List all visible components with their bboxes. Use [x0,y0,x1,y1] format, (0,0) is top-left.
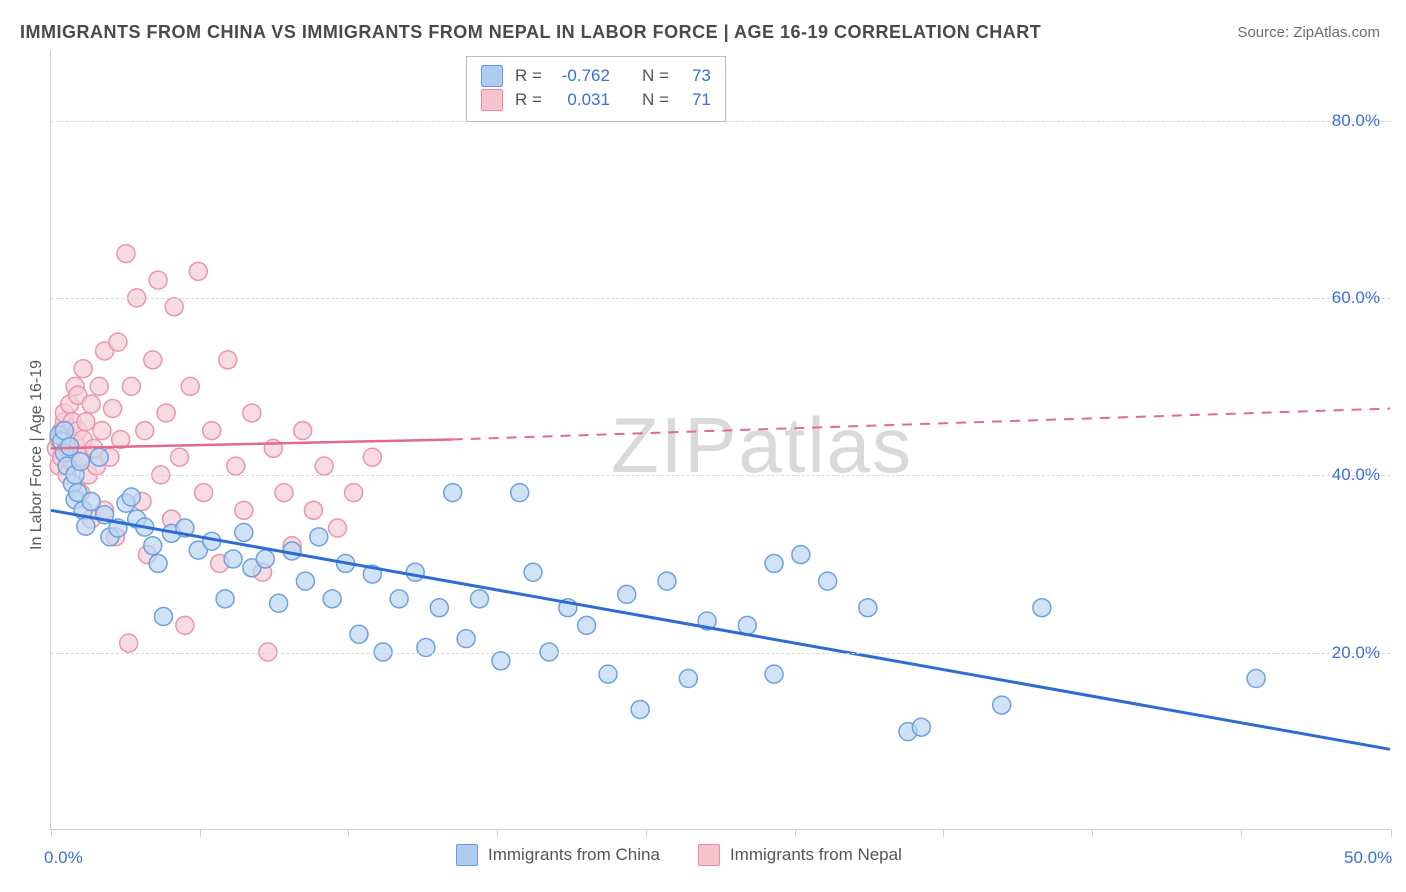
legend-correlation: R = -0.762 N = 73 R = 0.031 N = 71 [466,56,726,122]
source-label: Source: ZipAtlas.com [1237,24,1380,41]
plot-area: ZIPatlas 20.0%40.0%60.0%80.0% [50,50,1390,830]
series-label-nepal: Immigrants from Nepal [730,845,902,865]
r-value-china: -0.762 [554,66,610,86]
swatch-china-bottom [456,844,478,866]
r-label: R = [515,66,542,86]
y-tick-label: 60.0% [1332,288,1380,308]
x-axis-max-label: 50.0% [1344,848,1392,868]
swatch-china [481,65,503,87]
x-tick [51,829,52,837]
gridline [51,298,1390,299]
y-tick-label: 40.0% [1332,465,1380,485]
x-tick [646,829,647,837]
x-tick [1241,829,1242,837]
x-tick [497,829,498,837]
x-tick [1391,829,1392,837]
legend-series: Immigrants from China Immigrants from Ne… [456,844,902,866]
x-tick [795,829,796,837]
swatch-nepal [481,89,503,111]
x-tick [1092,829,1093,837]
n-value-nepal: 71 [681,90,711,110]
series-label-china: Immigrants from China [488,845,660,865]
gridline [51,475,1390,476]
x-tick [348,829,349,837]
r-label: R = [515,90,542,110]
legend-row-nepal: R = 0.031 N = 71 [481,89,711,111]
chart-svg [51,50,1390,829]
chart-title: IMMIGRANTS FROM CHINA VS IMMIGRANTS FROM… [20,22,1041,43]
y-axis-title: In Labor Force | Age 16-19 [28,360,46,550]
x-axis-min-label: 0.0% [44,848,83,868]
n-value-china: 73 [681,66,711,86]
swatch-nepal-bottom [698,844,720,866]
gridline [51,653,1390,654]
y-tick-label: 20.0% [1332,643,1380,663]
r-value-nepal: 0.031 [554,90,610,110]
y-tick-label: 80.0% [1332,111,1380,131]
legend-row-china: R = -0.762 N = 73 [481,65,711,87]
n-label: N = [642,90,669,110]
x-tick [943,829,944,837]
n-label: N = [642,66,669,86]
x-tick [200,829,201,837]
